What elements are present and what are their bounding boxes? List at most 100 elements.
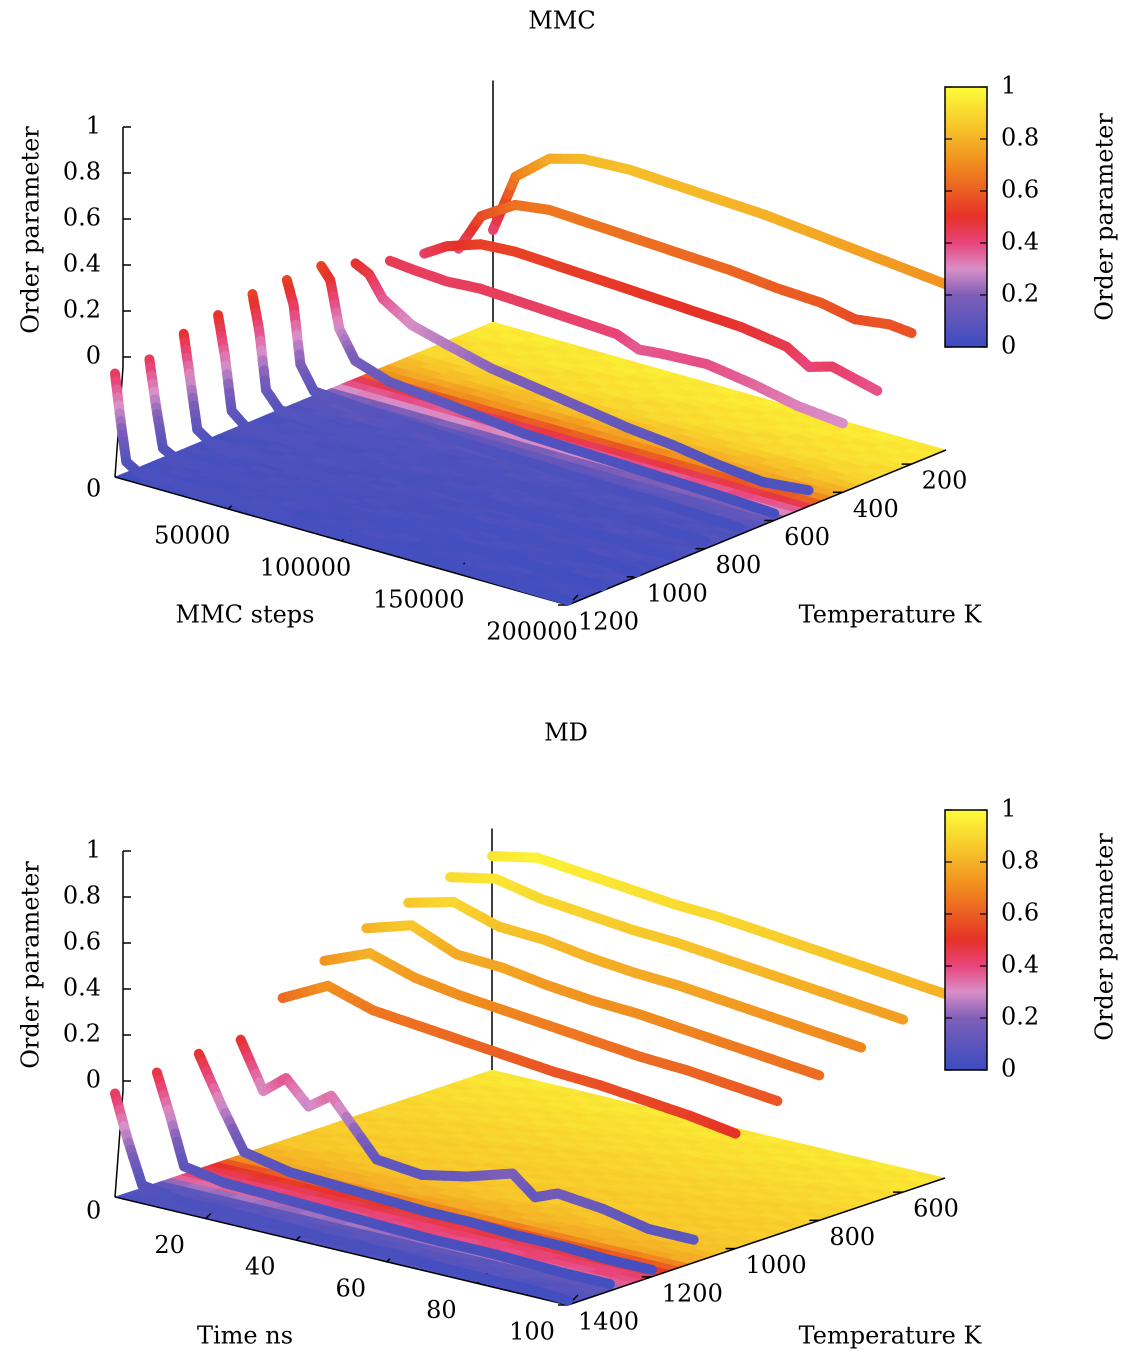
series-line	[277, 980, 741, 1139]
series-segment	[597, 1277, 615, 1289]
y-axis-label: Temperature K	[799, 1322, 983, 1350]
colorbar-tick-label: 0.2	[1001, 280, 1039, 308]
series-line	[235, 1034, 699, 1245]
series-segment	[446, 536, 487, 556]
z-tick-label: 0.4	[63, 250, 101, 278]
x-tick-label: 50000	[154, 522, 230, 550]
colorbar-tick-label: 0.2	[1001, 1003, 1039, 1031]
series-group	[110, 851, 950, 1306]
y-tick-label: 600	[913, 1195, 959, 1223]
y-tick-label: 800	[829, 1223, 875, 1251]
chart-panel-mmc: 0 0.2 0.4 0.6 0.8 1 0 50000 100000 150000 200000 20…	[17, 7, 1119, 646]
series-segment	[719, 518, 745, 533]
series-line	[419, 239, 883, 396]
x-tick-label: 60	[336, 1274, 367, 1302]
series-segment	[681, 1232, 699, 1245]
series-line	[487, 851, 950, 999]
series-segment	[647, 545, 677, 561]
z-tick-label: 0.8	[63, 882, 101, 910]
series-line	[350, 258, 814, 496]
z-tick-label: 0	[86, 342, 101, 370]
y-tick-label: 1200	[578, 608, 639, 636]
colorbar-gradient	[944, 86, 988, 348]
series-segment	[472, 568, 513, 588]
series-segment	[723, 1125, 741, 1139]
series-segment	[761, 506, 780, 519]
series-segment	[639, 1263, 657, 1275]
x-axis-label: MMC steps	[176, 601, 315, 629]
colorbar-label: Order parameter	[1091, 833, 1119, 1041]
series-line	[144, 354, 608, 592]
series-line	[247, 289, 711, 547]
z-axis-label: Order parameter	[17, 126, 45, 334]
colorbar-tick-label: 0.4	[1001, 951, 1039, 979]
colorbar-tick-label: 0.6	[1001, 176, 1039, 204]
series-segment	[620, 563, 642, 578]
x-tick-label: 100	[509, 1318, 555, 1346]
chart-title: MD	[544, 719, 588, 747]
x-tick-label: 150000	[373, 586, 465, 614]
y-tick-label: 400	[853, 495, 899, 523]
series-segment	[864, 381, 883, 396]
colorbar-tick-label: 1	[1001, 795, 1016, 823]
series-segment	[476, 545, 517, 565]
series-segment	[830, 415, 848, 429]
series-line	[110, 1088, 573, 1306]
series-segment	[555, 1293, 573, 1306]
y-tick-label: 200	[922, 467, 968, 495]
z-tick-label: 1	[86, 836, 101, 864]
series-segment	[502, 577, 543, 597]
series-segment	[902, 326, 917, 338]
series-line	[453, 199, 917, 338]
colorbar-label: Order parameter	[1091, 113, 1119, 321]
z-tick-label: 0	[86, 1066, 101, 1094]
y-axis-label: Temperature K	[799, 601, 983, 629]
colorbar-tick-label: 0.8	[1001, 847, 1039, 875]
series-segment	[537, 563, 578, 583]
series-line	[178, 328, 642, 578]
series-segment	[506, 554, 547, 574]
z-axis-label: Order parameter	[17, 861, 45, 1069]
series-line	[110, 368, 573, 606]
chart-title: MMC	[528, 7, 596, 35]
series-line	[193, 1048, 657, 1275]
floor-zero-label: 0	[86, 475, 101, 503]
series-segment	[848, 1040, 867, 1053]
colorbar-tick-label: 0	[1001, 1055, 1016, 1083]
series-segment	[442, 559, 483, 579]
x-axis-line	[114, 1196, 569, 1306]
colorbar-tick-label: 0.8	[1001, 124, 1039, 152]
series-line	[316, 261, 780, 519]
series-line	[151, 1067, 615, 1289]
x-tick-label: 80	[426, 1296, 457, 1324]
y-tick-label: 600	[784, 523, 830, 551]
colorbar-tick-label: 0	[1001, 332, 1016, 360]
colorbar-gradient	[944, 809, 988, 1071]
y-tick-label: 1400	[578, 1308, 639, 1336]
y-tick-label: 800	[715, 551, 761, 579]
series-line	[403, 897, 867, 1053]
x-tick-label: 200000	[486, 618, 578, 646]
x-tick-label: 40	[245, 1253, 276, 1281]
series-segment	[890, 1012, 909, 1025]
z-axis: 0 0.2 0.4 0.6 0.8 1	[63, 836, 131, 1198]
z-tick-label: 0.2	[63, 296, 101, 324]
series-line	[319, 948, 783, 1106]
series-segment	[567, 572, 608, 592]
series-line	[445, 872, 909, 1025]
floor-zero-label: 0	[86, 1197, 101, 1225]
series-segment	[796, 483, 814, 496]
z-tick-label: 0.6	[63, 204, 101, 232]
colorbar-tick-label: 0.4	[1001, 228, 1039, 256]
series-segment	[412, 550, 453, 570]
series-segment	[764, 1093, 783, 1106]
series-group	[110, 153, 951, 606]
series-line	[213, 310, 677, 561]
z-tick-label: 0.2	[63, 1020, 101, 1048]
y-axis-line	[567, 1177, 946, 1306]
colorbar-tick-label: 0.6	[1001, 899, 1039, 927]
x-axis-label: Time ns	[197, 1322, 293, 1350]
chart-panel-md: 0 0.2 0.4 0.6 0.8 1 0 20 40 60 80 100 600 800 1000 1200…	[17, 719, 1119, 1350]
y-tick-label: 1000	[746, 1251, 807, 1279]
